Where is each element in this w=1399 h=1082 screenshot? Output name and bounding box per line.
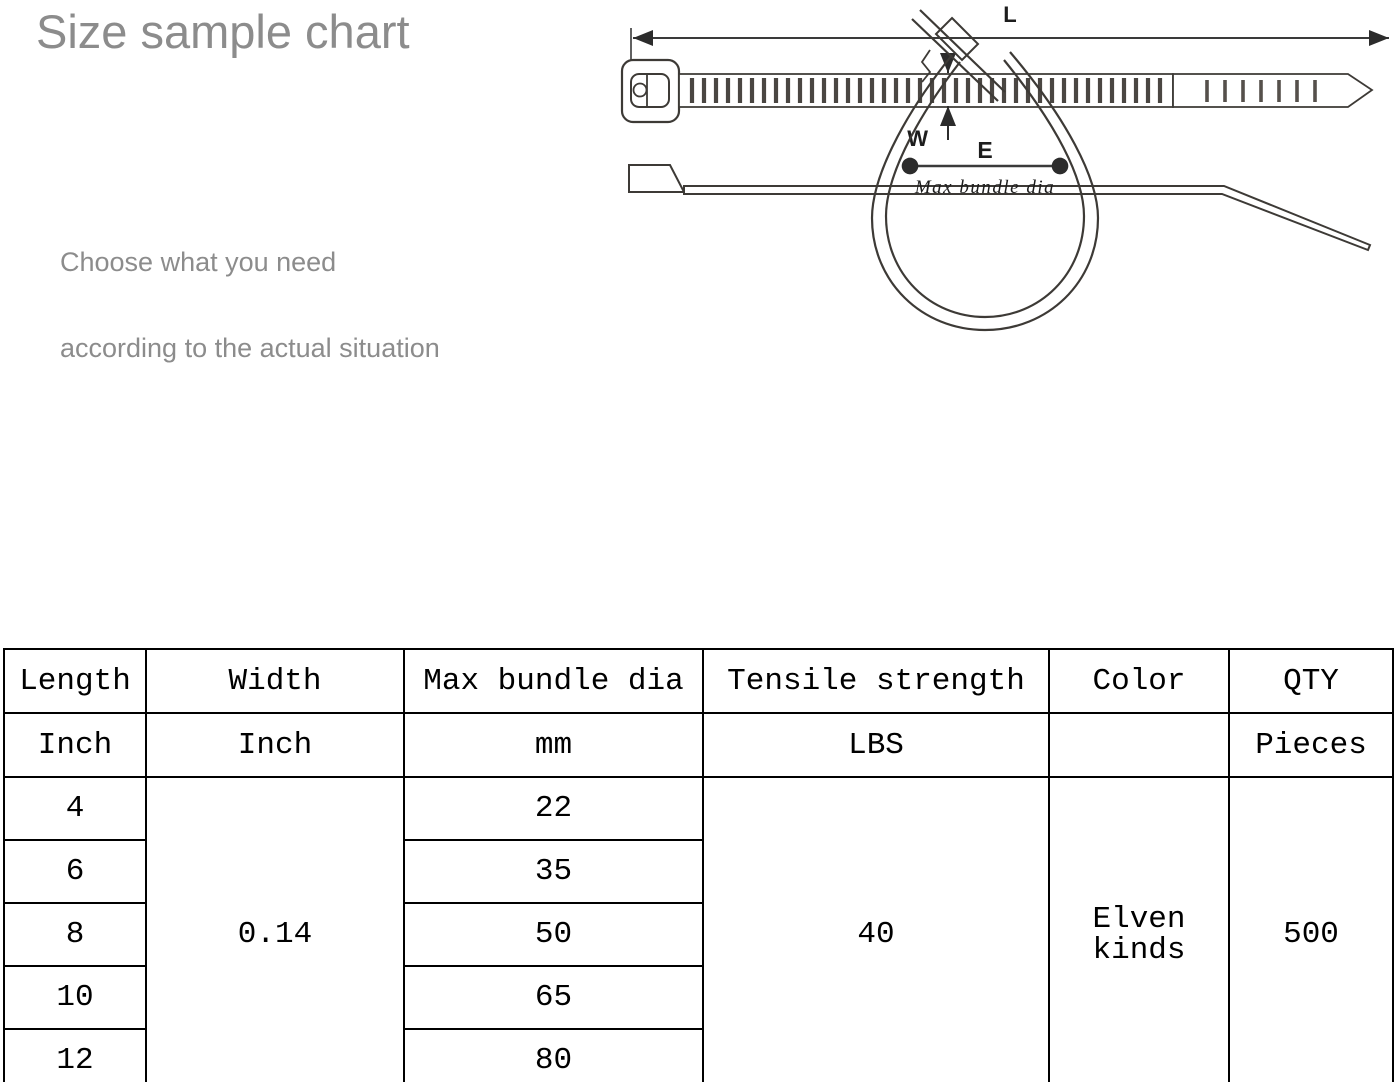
cell-color-merged: Elven kinds bbox=[1048, 776, 1230, 1082]
cable-tie-loop bbox=[870, 9, 1100, 332]
cable-tie-grip-lines bbox=[1205, 80, 1317, 102]
table-row: 8 50 bbox=[3, 902, 1393, 967]
length-label: L bbox=[1003, 2, 1016, 27]
header-length: Length bbox=[3, 648, 147, 714]
cell-max-bundle-dia: 50 bbox=[403, 902, 704, 967]
cell-length: 12 bbox=[3, 1028, 147, 1082]
unit-width: Inch bbox=[145, 712, 405, 778]
cell-max-bundle-dia: 35 bbox=[403, 839, 704, 904]
table-unit-row: Inch Inch mm LBS Pieces bbox=[3, 712, 1394, 778]
cell-max-bundle-dia: 65 bbox=[403, 965, 704, 1030]
instruction-line-2: according to the actual situation bbox=[60, 333, 440, 363]
unit-tensile-strength: LBS bbox=[702, 712, 1050, 778]
table-row: 12 80 bbox=[3, 1028, 1393, 1082]
cell-length: 6 bbox=[3, 839, 147, 904]
cable-tie-side-view bbox=[628, 164, 1372, 252]
bundle-dia-caption: Max bundle dia bbox=[914, 177, 1055, 198]
table-row: 10 65 bbox=[3, 965, 1393, 1030]
header-qty: QTY bbox=[1228, 648, 1394, 714]
header-tensile-strength: Tensile strength bbox=[702, 648, 1050, 714]
cell-qty-merged: 500 bbox=[1228, 776, 1394, 1082]
header-color: Color bbox=[1048, 648, 1230, 714]
table-row: 6 35 bbox=[3, 839, 1393, 904]
page-title: Size sample chart bbox=[36, 5, 410, 58]
unit-length: Inch bbox=[3, 712, 147, 778]
cell-length: 4 bbox=[3, 776, 147, 841]
spec-table-container: Length Width Max bundle dia Tensile stre… bbox=[3, 648, 1394, 1082]
instruction-line-1: Choose what you need bbox=[60, 247, 337, 277]
cell-width-merged: 0.14 bbox=[145, 776, 405, 1082]
bundle-dia-label: E bbox=[977, 137, 992, 163]
header-max-bundle-dia: Max bundle dia bbox=[403, 648, 704, 714]
header-width: Width bbox=[145, 648, 405, 714]
spec-table: Length Width Max bundle dia Tensile stre… bbox=[3, 648, 1394, 1082]
unit-max-bundle-dia: mm bbox=[403, 712, 704, 778]
cell-max-bundle-dia: 80 bbox=[403, 1028, 704, 1082]
table-header-row: Length Width Max bundle dia Tensile stre… bbox=[3, 648, 1394, 714]
cell-max-bundle-dia: 22 bbox=[403, 776, 704, 841]
unit-color bbox=[1048, 712, 1230, 778]
cell-length: 8 bbox=[3, 902, 147, 967]
table-row: 4 0.14 22 40 Elven kinds 500 bbox=[3, 776, 1394, 1082]
cell-tensile-strength-merged: 40 bbox=[702, 776, 1050, 1082]
cell-length: 10 bbox=[3, 965, 147, 1030]
unit-qty: Pieces bbox=[1228, 712, 1394, 778]
cable-tie-diagram: L bbox=[600, 0, 1399, 520]
